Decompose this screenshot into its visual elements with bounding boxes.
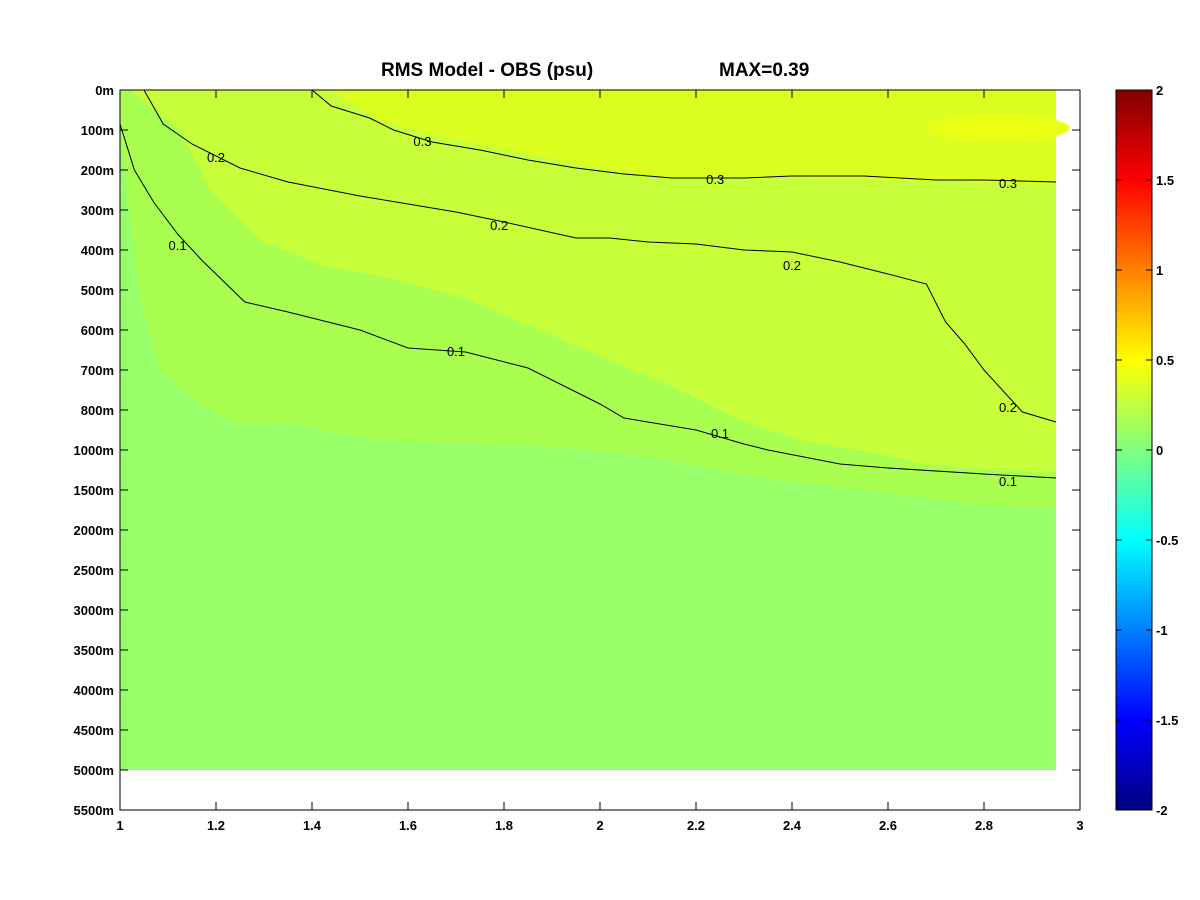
y-tick-label: 4500m (74, 723, 114, 738)
contour-label: 0.2 (783, 258, 801, 273)
colorbar-ticks: 2 1.5 1 0.5 0 -0.5 -1 -1.5 -2 (1116, 83, 1178, 818)
contour-label: 0.2 (490, 218, 508, 233)
y-axis: 0m 100m 200m 300m 400m 500m 600m 700m 800m 1000m 1… (74, 83, 1080, 818)
colorbar-tick-label: -2 (1156, 803, 1168, 818)
contour-label: 0.1 (999, 474, 1017, 489)
contour-label: 0.1 (447, 344, 465, 359)
y-tick-label: 1000m (74, 443, 114, 458)
y-tick-label: 2000m (74, 523, 114, 538)
x-tick-label: 1 (116, 818, 123, 833)
x-axis: 1 1.2 1.4 1.6 1.8 2 2.2 2.4 2.6 2.8 3 (116, 90, 1084, 833)
contour-line-0.2 (143, 89, 1057, 423)
x-tick-label: 1.4 (303, 818, 322, 833)
chart-title: RMS Model - OBS (psu) (381, 60, 593, 81)
y-tick-label: 5500m (74, 803, 114, 818)
plot-area: 0.3 0.3 0.3 0.2 0.2 0.2 0.2 0.1 0.1 0.1 0.1 1 1.2 1.… (74, 83, 1084, 833)
contour-label: 0.2 (999, 400, 1017, 415)
colorbar-tick-label: 2 (1156, 83, 1163, 98)
fill-0.2-to-0.3 (130, 90, 1056, 472)
contour-label: 0.1 (169, 238, 187, 253)
colorbar-tick-label: 0 (1156, 443, 1163, 458)
y-tick-label: 3000m (74, 603, 114, 618)
x-tick-label: 2.4 (783, 818, 802, 833)
x-tick-label: 2.2 (687, 818, 705, 833)
contour-label: 0.3 (413, 134, 431, 149)
contour-label: 0.2 (207, 150, 225, 165)
y-tick-label: 3500m (74, 643, 114, 658)
colorbar-tick-label: -0.5 (1156, 533, 1178, 548)
y-tick-label: 0m (95, 83, 114, 98)
colorbar-tick-label: 1.5 (1156, 173, 1174, 188)
x-tick-label: 2.6 (879, 818, 897, 833)
y-tick-label: 800m (81, 403, 114, 418)
x-tick-label: 1.6 (399, 818, 417, 833)
filled-regions (120, 90, 1070, 770)
colorbar: 2 1.5 1 0.5 0 -0.5 -1 -1.5 -2 (1115, 83, 1178, 818)
contour-label: 0.3 (999, 176, 1017, 191)
colorbar-tick-label: -1.5 (1156, 713, 1178, 728)
fill-max-region (930, 115, 1070, 141)
y-tick-label: 5000m (74, 763, 114, 778)
contour-line-0.3 (311, 89, 1057, 183)
contour-line-0.1 (119, 123, 1057, 479)
y-tick-label: 500m (81, 283, 114, 298)
contour-lines: 0.3 0.3 0.3 0.2 0.2 0.2 0.2 0.1 0.1 0.1 0.1 (119, 89, 1057, 489)
chart-max-label: MAX=0.39 (719, 60, 809, 81)
y-tick-label: 200m (81, 163, 114, 178)
colorbar-tick-label: 1 (1156, 263, 1163, 278)
x-tick-label: 2.8 (975, 818, 993, 833)
y-tick-label: 2500m (74, 563, 114, 578)
colorbar-tick-label: 0.5 (1156, 353, 1174, 368)
y-tick-label: 4000m (74, 683, 114, 698)
y-tick-label: 300m (81, 203, 114, 218)
y-tick-label: 400m (81, 243, 114, 258)
contour-label: 0.3 (706, 172, 724, 187)
y-tick-label: 700m (81, 363, 114, 378)
contour-label: 0.1 (711, 426, 729, 441)
x-tick-label: 2 (596, 818, 603, 833)
colorbar-tick-label: -1 (1156, 623, 1168, 638)
fill-above-0.3 (330, 90, 1056, 185)
x-tick-label: 1.2 (207, 818, 225, 833)
y-tick-label: 100m (81, 123, 114, 138)
x-tick-label: 3 (1076, 818, 1083, 833)
y-tick-label: 1500m (74, 483, 114, 498)
x-tick-label: 1.8 (495, 818, 513, 833)
y-tick-label: 600m (81, 323, 114, 338)
